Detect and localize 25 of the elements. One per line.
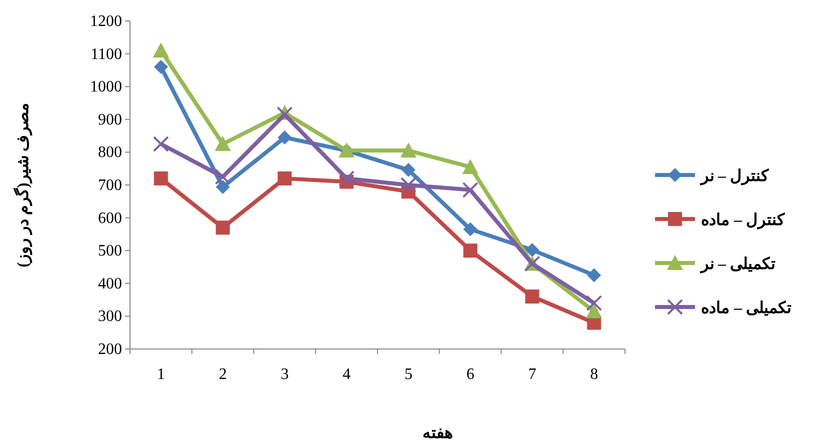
- x-tick-label: 1: [156, 366, 165, 383]
- x-tick-label: 4: [342, 366, 351, 383]
- y-tick-label: 500: [98, 242, 122, 260]
- x-tick-label: 2: [218, 366, 227, 383]
- legend-label: تکمیلی – نر: [700, 256, 776, 274]
- y-tick-label: 1000: [90, 78, 122, 96]
- y-tick-label: 800: [98, 144, 122, 162]
- x-tick-label: 7: [528, 366, 536, 383]
- x-tick-label: 5: [404, 366, 412, 383]
- y-tick-label: 400: [98, 275, 122, 292]
- y-axis-title: مصرف شیر(گرم در روز): [13, 102, 33, 268]
- x-tick-label: 3: [280, 366, 289, 383]
- y-tick-label: 900: [98, 111, 122, 128]
- y-tick-label: 1200: [90, 13, 122, 30]
- legend-label: تکمیلی – ماده: [701, 300, 792, 317]
- x-tick-label: 8: [590, 366, 598, 383]
- y-tick-label: 1100: [90, 46, 122, 63]
- y-tick-label: 300: [98, 308, 122, 326]
- x-tick-label: 6: [466, 366, 474, 383]
- x-axis-title: هفته: [422, 425, 452, 442]
- legend-label: کنترل – ماده: [701, 212, 785, 230]
- y-tick-label: 700: [98, 177, 122, 194]
- legend-label: کنترل – نر: [700, 168, 769, 186]
- y-tick-label: 200: [98, 341, 122, 358]
- y-tick-label: 600: [98, 210, 122, 227]
